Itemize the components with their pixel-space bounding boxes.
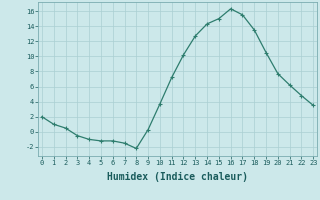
X-axis label: Humidex (Indice chaleur): Humidex (Indice chaleur) (107, 172, 248, 182)
